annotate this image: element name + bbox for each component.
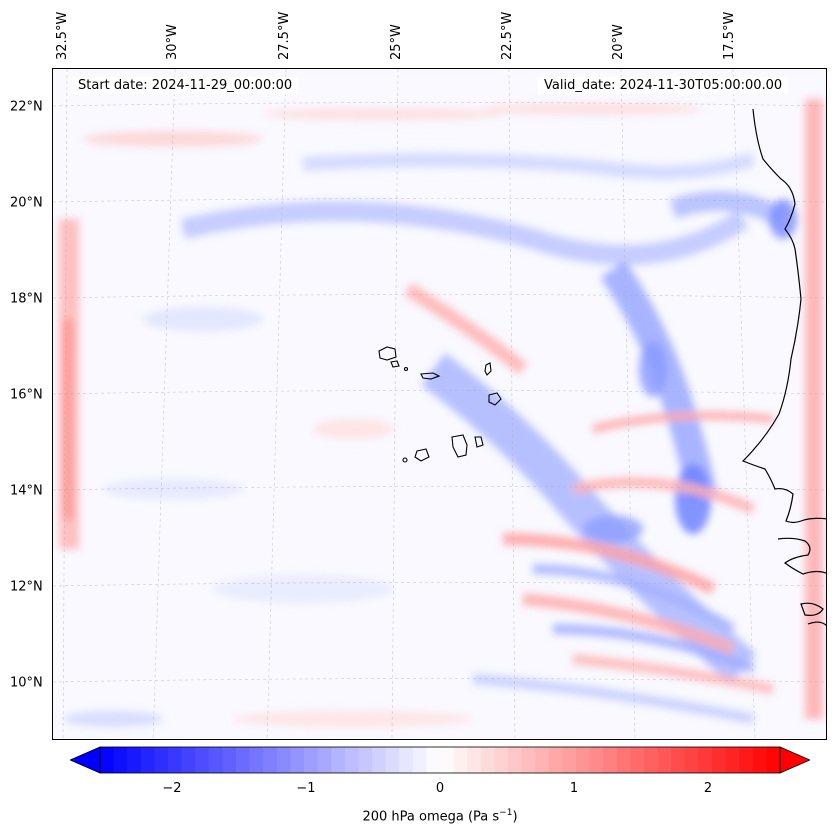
omega-field — [59, 99, 823, 727]
colorbar-cell — [331, 747, 346, 773]
colorbar-tick-0: 0 — [435, 781, 445, 796]
colorbar-cell — [276, 747, 291, 773]
colorbar-outline — [99, 746, 781, 774]
colorbar-cell — [317, 747, 332, 773]
colorbar-cell — [671, 747, 686, 773]
colorbar-cell — [494, 747, 509, 773]
lon-label-17-5w: 17.5°W — [722, 11, 737, 60]
lon-label-20w: 20°W — [611, 24, 626, 60]
colorbar-cell — [385, 747, 400, 773]
colorbar-cell — [263, 747, 278, 773]
colorbar-cell — [181, 747, 196, 773]
lon-label-22-5w: 22.5°W — [500, 11, 515, 60]
colorbar-cell — [127, 747, 142, 773]
valid-date-label: Valid_date: 2024-11-30T05:00:00.00 — [538, 77, 789, 94]
colorbar-cell — [589, 747, 604, 773]
lat-label-12n: 12°N — [10, 579, 43, 595]
coastline-africa — [741, 108, 826, 626]
colorbar-cell — [712, 747, 727, 773]
colorbar-cell — [603, 747, 618, 773]
lat-label-10n: 10°N — [10, 675, 43, 691]
colorbar-label: 200 hPa omega (Pa s−1) — [362, 808, 518, 825]
colorbar-cell — [480, 747, 495, 773]
colorbar-cell — [426, 747, 441, 773]
colorbar-cells — [100, 747, 781, 773]
colorbar-tick-1: 1 — [569, 781, 579, 796]
lat-label-14n: 14°N — [10, 483, 43, 499]
colorbar-cell — [739, 747, 754, 773]
colorbar-cell — [222, 747, 237, 773]
colorbar-cell — [657, 747, 672, 773]
start-date-label: Start date: 2024-11-29_00:00:00 — [72, 77, 299, 94]
colorbar-cell — [535, 747, 550, 773]
lat-label-16n: 16°N — [10, 387, 43, 403]
colorbar-cell — [236, 747, 251, 773]
colorbar-cell — [195, 747, 210, 773]
colorbar-cell — [766, 747, 781, 773]
colorbar-tick-neg2: −2 — [162, 781, 182, 796]
colorbar-tick-neg1: −1 — [296, 781, 316, 796]
colorbar-cell — [140, 747, 155, 773]
lon-label-27-5w: 27.5°W — [277, 11, 292, 60]
colorbar-cell — [644, 747, 659, 773]
colorbar-cell — [616, 747, 631, 773]
lon-label-25w: 25°W — [389, 24, 404, 60]
colorbar-cell — [154, 747, 169, 773]
colorbar-cell — [508, 747, 523, 773]
colorbar-cell — [684, 747, 699, 773]
colorbar-cell — [725, 747, 740, 773]
lon-label-30w: 30°W — [165, 24, 180, 60]
colorbar — [70, 746, 810, 774]
colorbar-cell — [358, 747, 373, 773]
colorbar-cell — [548, 747, 563, 773]
lat-label-22n: 22°N — [10, 99, 43, 115]
colorbar-cell — [440, 747, 455, 773]
colorbar-cell — [698, 747, 713, 773]
colorbar-cell — [630, 747, 645, 773]
colorbar-min-extend — [70, 746, 101, 774]
colorbar-cell — [304, 747, 319, 773]
lon-label-32-5w: 32.5°W — [55, 11, 70, 60]
omega-field-map — [53, 69, 826, 739]
lat-label-18n: 18°N — [10, 291, 43, 307]
colorbar-cell — [372, 747, 387, 773]
colorbar-cell — [752, 747, 767, 773]
colorbar-tick-2: 2 — [703, 781, 713, 796]
colorbar-cell — [521, 747, 536, 773]
lat-label-20n: 20°N — [10, 195, 43, 211]
colorbar-cell — [344, 747, 359, 773]
gridlines — [53, 69, 826, 739]
cape-verde-islands — [378, 346, 502, 463]
colorbar-cell — [399, 747, 414, 773]
colorbar-cell — [412, 747, 427, 773]
colorbar-cell — [113, 747, 128, 773]
colorbar-cell — [453, 747, 468, 773]
colorbar-max-extend — [779, 746, 810, 774]
colorbar-cell — [290, 747, 305, 773]
colorbar-cell — [168, 747, 183, 773]
colorbar-cell — [249, 747, 264, 773]
colorbar-cell — [467, 747, 482, 773]
colorbar-cell — [576, 747, 591, 773]
colorbar-cell — [562, 747, 577, 773]
colorbar-cell — [208, 747, 223, 773]
colorbar-cell — [100, 747, 115, 773]
map-panel — [52, 68, 827, 740]
